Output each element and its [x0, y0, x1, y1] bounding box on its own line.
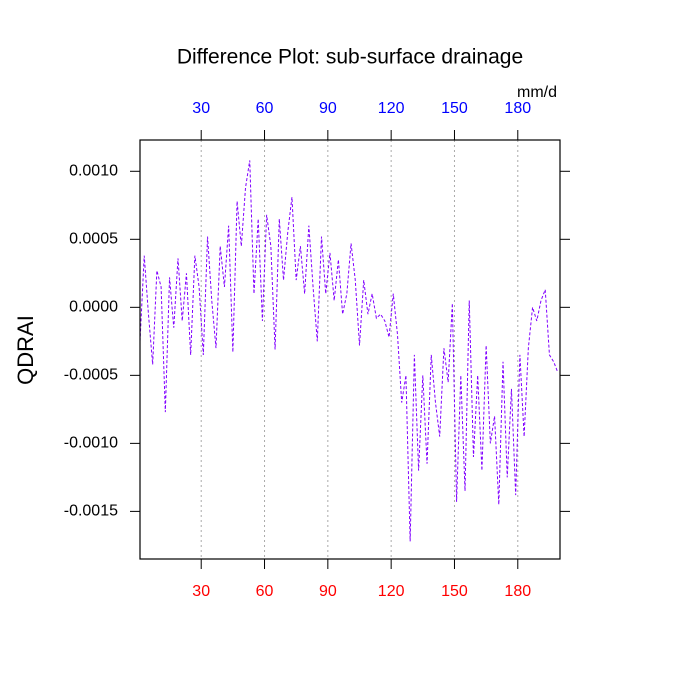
- top-tick-label: 30: [192, 100, 210, 117]
- y-tick-label: -0.0010: [64, 435, 118, 452]
- x-tick-label: 60: [256, 583, 274, 600]
- x-tick-label: 180: [504, 583, 531, 600]
- y-tick-label: -0.0015: [64, 503, 118, 520]
- top-tick-label: 60: [256, 100, 274, 117]
- chart-title: Difference Plot: sub-surface drainage: [177, 46, 523, 69]
- y-tick-label: -0.0005: [64, 367, 118, 384]
- top-tick-label: 90: [319, 100, 337, 117]
- x-tick-label: 150: [441, 583, 468, 600]
- x-tick-label: 90: [319, 583, 337, 600]
- top-tick-label: 120: [378, 100, 405, 117]
- top-tick-label: 150: [441, 100, 468, 117]
- y-axis-label: QDRAI: [13, 315, 38, 385]
- y-tick-label: 0.0005: [69, 231, 118, 248]
- x-tick-label: 120: [378, 583, 405, 600]
- top-tick-label: 180: [504, 100, 531, 117]
- y-tick-label: 0.0000: [69, 299, 118, 316]
- top-axis-label: mm/d: [517, 84, 557, 101]
- y-tick-label: 0.0010: [69, 163, 118, 180]
- plot-frame: [139, 139, 561, 560]
- x-tick-label: 30: [192, 583, 210, 600]
- data-line: [139, 160, 559, 542]
